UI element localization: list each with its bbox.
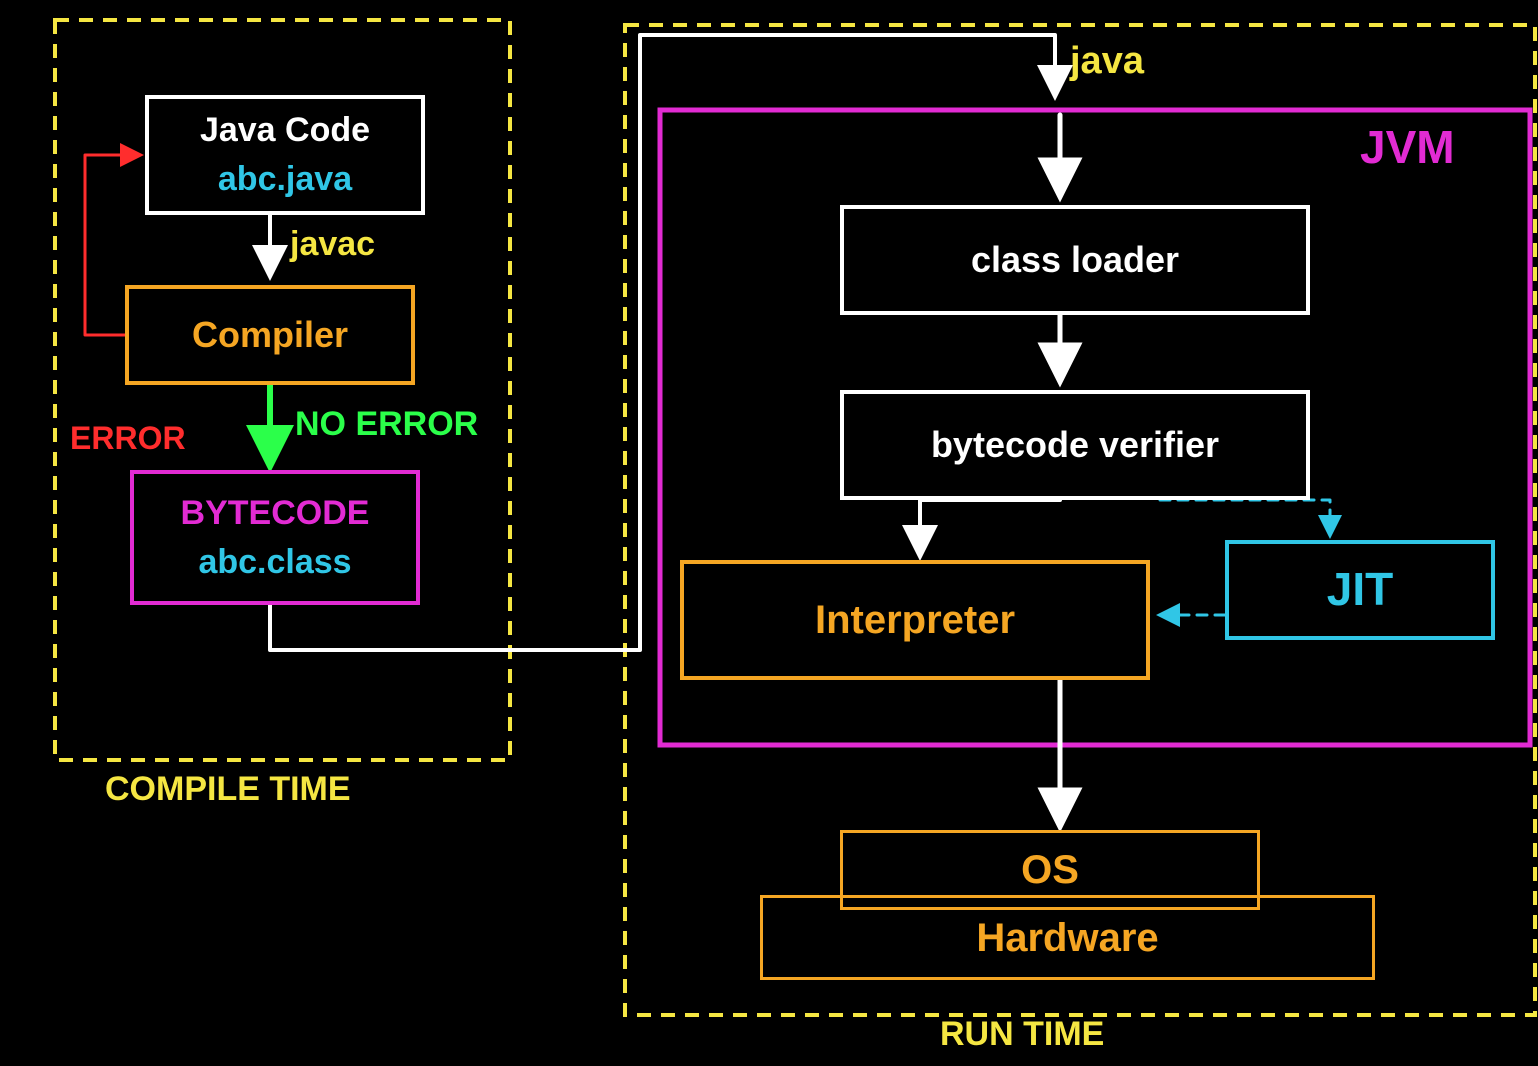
java-code-node: Java Code abc.java: [145, 95, 425, 215]
class-loader-label: class loader: [971, 238, 1179, 281]
os-label: OS: [1021, 846, 1079, 894]
compiler-label: Compiler: [192, 313, 348, 356]
bytecode-filename: abc.class: [198, 542, 351, 583]
java-code-title: Java Code: [200, 110, 370, 151]
java-cmd-label: java: [1070, 40, 1144, 83]
jit-node: JIT: [1225, 540, 1495, 640]
compiler-node: Compiler: [125, 285, 415, 385]
interpreter-label: Interpreter: [815, 596, 1015, 644]
bytecode-title: BYTECODE: [181, 493, 370, 534]
interpreter-node: Interpreter: [680, 560, 1150, 680]
no-error-label: NO ERROR: [295, 405, 478, 444]
javac-label: javac: [290, 225, 375, 264]
bytecode-node: BYTECODE abc.class: [130, 470, 420, 605]
run-time-label: RUN TIME: [940, 1015, 1104, 1054]
compile-time-label: COMPILE TIME: [105, 770, 351, 809]
hardware-label: Hardware: [976, 914, 1158, 962]
error-label: ERROR: [70, 420, 186, 457]
bytecode-verifier-node: bytecode verifier: [840, 390, 1310, 500]
java-code-filename: abc.java: [218, 159, 352, 200]
diagram-stage: COMPILE TIME RUN TIME JVM Java Code abc.…: [0, 0, 1538, 1066]
jit-label: JIT: [1327, 562, 1393, 617]
edge-verifier_to_jit: [1160, 500, 1330, 535]
bytecode-verifier-label: bytecode verifier: [931, 423, 1219, 466]
class-loader-node: class loader: [840, 205, 1310, 315]
jvm-label: JVM: [1360, 120, 1455, 174]
hardware-node: Hardware: [760, 895, 1375, 980]
edge-verifier_to_interpreter: [920, 500, 1060, 555]
